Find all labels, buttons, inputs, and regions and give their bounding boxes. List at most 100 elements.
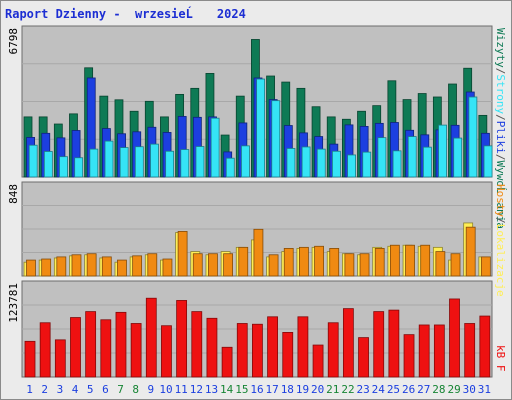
bar-middle-s1-d21 (329, 248, 340, 277)
bar-middle-s1-d11 (177, 231, 188, 277)
bar-top-s2-d11 (180, 149, 190, 178)
bar-bottom-s0-d27 (418, 324, 430, 378)
bar-middle-s1-d14 (223, 253, 233, 277)
bar-bottom-s0-d29 (449, 298, 460, 378)
bar-middle-s1-d25 (389, 244, 400, 277)
bar-top-s2-d13 (210, 117, 220, 178)
side-label-top-part-3: / (494, 114, 507, 121)
bar-top-s2-d3 (59, 156, 68, 178)
bar-bottom-s0-d5 (85, 311, 97, 378)
bar-bottom-s0-d7 (115, 311, 127, 378)
bar-top-s2-d18 (286, 148, 296, 178)
bar-top-s2-d4 (74, 157, 84, 178)
day-label-26: 26 (402, 383, 415, 396)
bar-top-s2-d19 (301, 146, 311, 178)
day-label-6: 6 (102, 383, 109, 396)
side-label-middle-part-2: Lokalizacje (494, 224, 507, 297)
bar-top-s2-d9 (150, 143, 159, 178)
bar-top-s2-d21 (332, 150, 341, 178)
bar-middle-s1-d18 (283, 248, 294, 277)
bar-bottom-s0-d31 (479, 315, 491, 378)
bar-top-s2-d28 (438, 124, 447, 178)
day-label-3: 3 (57, 383, 64, 396)
side-label-top-part-1: / (494, 68, 507, 75)
bar-bottom-s0-d25 (388, 309, 400, 378)
side-label-top-part-2: Strony (494, 74, 507, 114)
bar-middle-s1-d17 (268, 254, 279, 277)
bar-middle-s1-d12 (192, 253, 203, 277)
bar-bottom-s0-d17 (267, 316, 278, 378)
side-label-middle-part-1: / (494, 217, 507, 224)
day-label-20: 20 (311, 383, 324, 396)
bar-top-s2-d5 (89, 148, 99, 178)
day-label-4: 4 (72, 383, 79, 396)
day-label-24: 24 (372, 383, 386, 396)
bar-middle-s1-d24 (374, 248, 385, 277)
side-label-bottom-part-0: kB F (494, 345, 507, 372)
bar-middle-s1-d20 (314, 245, 324, 277)
bar-bottom-s0-d13 (206, 317, 218, 378)
day-label-27: 27 (417, 383, 430, 396)
bar-middle-s1-d3 (56, 256, 67, 277)
day-label-9: 9 (148, 383, 155, 396)
bar-bottom-s0-d22 (342, 308, 354, 378)
bar-middle-s1-d22 (344, 253, 355, 277)
bar-bottom-s0-d16 (252, 323, 263, 378)
day-label-14: 14 (220, 383, 234, 396)
bar-middle-s1-d26 (405, 244, 415, 277)
day-label-29: 29 (447, 383, 460, 396)
side-label-top-part-6: WywoĹania (494, 161, 507, 229)
day-label-18: 18 (281, 383, 294, 396)
bar-bottom-s0-d8 (130, 323, 142, 378)
bar-top-s2-d26 (407, 136, 417, 178)
bar-bottom-s0-d2 (39, 322, 51, 378)
side-label-bottom: kB F (494, 345, 507, 372)
bar-top-s2-d20 (316, 148, 326, 178)
bar-top-s2-d23 (362, 151, 372, 178)
bar-bottom-s0-d15 (236, 323, 248, 378)
side-label-top: Wizyty/Strony/Pliki/WywoĹania (494, 28, 507, 229)
bar-bottom-s0-d6 (100, 319, 112, 378)
day-label-11: 11 (175, 383, 188, 396)
bar-bottom-s0-d3 (54, 339, 66, 378)
bar-top-s2-d1 (28, 144, 38, 178)
bar-bottom-s0-d30 (464, 323, 476, 378)
bar-bottom-s0-d24 (373, 311, 385, 378)
bar-middle-s1-d10 (162, 258, 173, 277)
bar-bottom-s0-d18 (282, 332, 294, 378)
bar-bottom-s0-d12 (191, 311, 203, 378)
bar-top-s2-d7 (119, 147, 129, 178)
report-title: Raport Dzienny - wrzesieĹ 2024 (5, 7, 246, 21)
bar-middle-s1-d9 (147, 253, 158, 277)
bar-bottom-s0-d20 (312, 344, 324, 378)
bar-middle-s1-d1 (26, 259, 36, 277)
day-label-28: 28 (432, 383, 445, 396)
day-label-21: 21 (326, 383, 339, 396)
day-label-12: 12 (190, 383, 203, 396)
bar-top-s2-d10 (165, 150, 175, 178)
bar-middle-s1-d23 (359, 253, 370, 277)
side-label-top-part-0: Wizyty (494, 28, 507, 68)
bar-top-s2-d8 (134, 146, 144, 178)
day-label-7: 7 (117, 383, 124, 396)
day-label-10: 10 (159, 383, 172, 396)
bar-middle-s1-d5 (86, 253, 97, 277)
bar-middle-s1-d30 (465, 226, 476, 277)
side-label-top-part-5: / (494, 154, 507, 161)
day-label-31: 31 (478, 383, 491, 396)
bar-middle-s1-d19 (299, 246, 309, 277)
y-max-label-bottom: 123781 (7, 283, 20, 323)
bar-bottom-s0-d14 (221, 346, 233, 378)
bar-top-s2-d27 (422, 146, 432, 178)
bar-middle-s1-d16 (253, 228, 264, 277)
bar-middle-s1-d4 (71, 254, 82, 277)
y-max-label-top: 6798 (7, 28, 20, 55)
bar-top-s2-d17 (271, 100, 281, 178)
bar-top-s2-d15 (241, 145, 250, 178)
day-label-30: 30 (463, 383, 476, 396)
bar-top-s2-d25 (392, 150, 402, 178)
bar-top-s2-d31 (483, 145, 493, 178)
day-label-2: 2 (41, 383, 48, 396)
day-label-19: 19 (296, 383, 309, 396)
